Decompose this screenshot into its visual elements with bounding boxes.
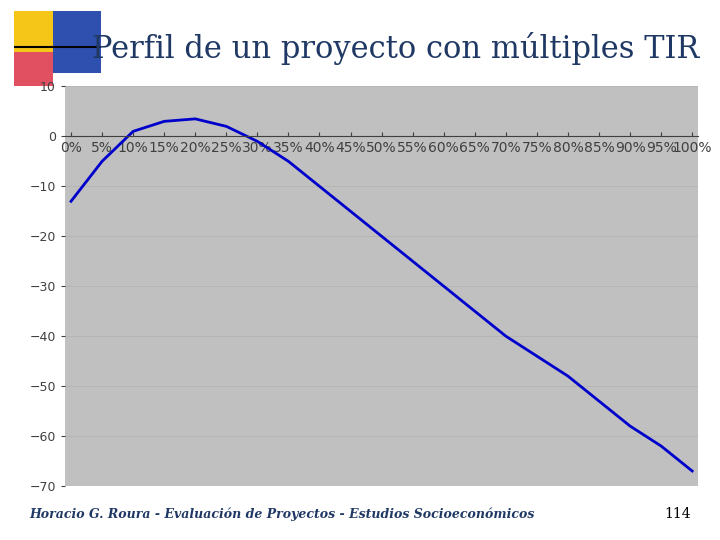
Bar	[53, 11, 101, 73]
Text: 114: 114	[665, 508, 691, 522]
Bar	[14, 52, 53, 86]
Text: Horacio G. Roura - Evaluación de Proyectos - Estudios Socioeconómicos: Horacio G. Roura - Evaluación de Proyect…	[29, 508, 534, 522]
Text: Perfil de un proyecto con múltiples TIR: Perfil de un proyecto con múltiples TIR	[92, 32, 700, 65]
Bar	[14, 11, 53, 52]
